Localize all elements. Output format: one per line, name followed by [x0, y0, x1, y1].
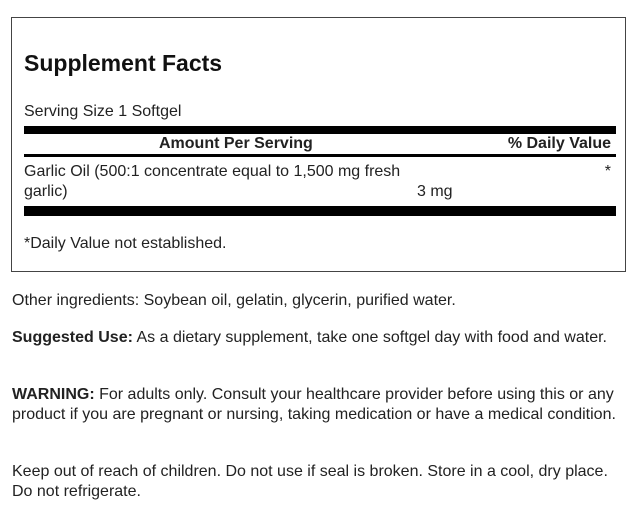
thick-divider — [24, 126, 616, 134]
warning-label: WARNING: — [12, 386, 95, 403]
header-amount: Amount Per Serving — [159, 135, 313, 152]
serving-size: Serving Size 1 Softgel — [24, 103, 182, 120]
footnote: *Daily Value not established. — [24, 235, 227, 252]
other-ingredients: Other ingredients: Soybean oil, gelatin,… — [12, 292, 456, 309]
ingredient-name-line1: Garlic Oil (500:1 concentrate equal to 1… — [24, 163, 401, 180]
warning: WARNING: For adults only. Consult your h… — [12, 385, 627, 424]
thick-divider-bottom — [24, 206, 616, 216]
suggested-use-text: As a dietary supplement, take one softge… — [132, 329, 607, 346]
thin-divider — [24, 154, 616, 157]
supplement-facts-panel: Supplement Facts Serving Size 1 Softgel … — [11, 17, 626, 272]
suggested-use: Suggested Use: As a dietary supplement, … — [12, 328, 627, 348]
panel-title: Supplement Facts — [24, 50, 223, 76]
ingredient-name-line2: garlic) — [24, 183, 68, 200]
warning-text: For adults only. Consult your healthcare… — [12, 386, 616, 423]
storage-instructions: Keep out of reach of children. Do not us… — [12, 463, 608, 500]
ingredient-amount: 3 mg — [417, 183, 453, 200]
header-daily-value: % Daily Value — [507, 135, 611, 152]
suggested-use-label: Suggested Use: — [12, 329, 133, 346]
ingredient-daily-value: * — [604, 163, 611, 180]
